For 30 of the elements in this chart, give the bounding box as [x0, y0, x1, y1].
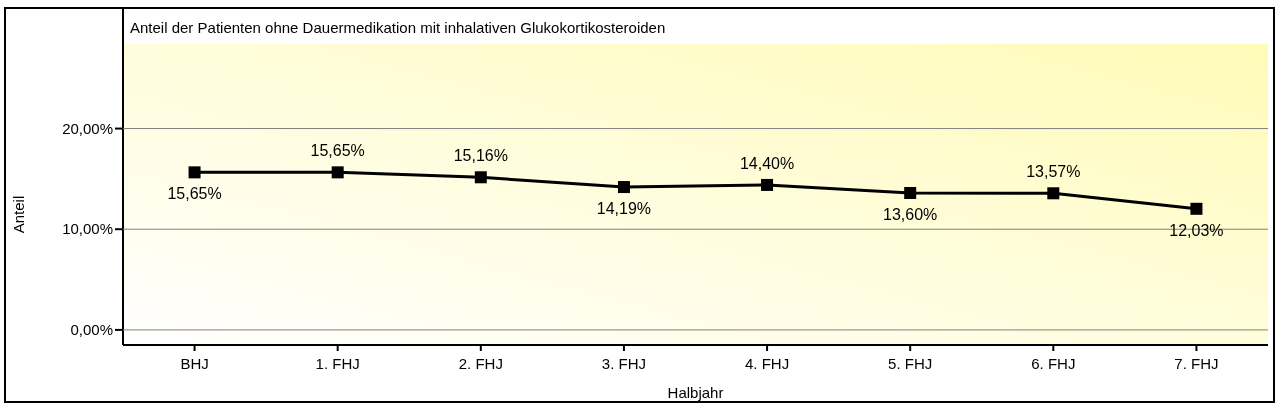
chart-title: Anteil der Patienten ohne Dauermedikation mit inhalativen Glukokortikosteroiden — [130, 19, 666, 36]
point — [1047, 187, 1060, 200]
data-label: 12,03% — [1169, 221, 1224, 239]
x-axis-title: Halbjahr — [667, 384, 724, 401]
data-label: 15,16% — [453, 147, 508, 165]
x-tick-label: 4. FHJ — [744, 355, 790, 372]
data-label: 14,40% — [739, 154, 795, 172]
y-tick-label: 20,00% — [62, 119, 113, 137]
y-tick-label: 0,00% — [70, 320, 113, 338]
y-axis-title: Anteil — [10, 195, 27, 234]
point — [188, 166, 201, 179]
x-tick-label: 7. FHJ — [1174, 355, 1219, 372]
point — [617, 181, 630, 194]
data-label: 13,60% — [883, 205, 938, 223]
point — [474, 171, 487, 184]
point — [1190, 202, 1203, 215]
x-tick-label: 5. FHJ — [888, 355, 933, 372]
data-label: 15,65% — [310, 142, 365, 160]
data-label: 15,65% — [167, 185, 222, 203]
data-label: 13,57% — [1026, 163, 1081, 181]
data-label: 14,19% — [596, 200, 652, 218]
x-tick-label: 3. FHJ — [601, 355, 647, 372]
x-tick-label: 1. FHJ — [315, 355, 360, 372]
x-tick-label: 6. FHJ — [1031, 355, 1076, 372]
point — [761, 178, 774, 191]
point — [904, 186, 917, 199]
x-tick-label: BHJ — [180, 355, 209, 372]
point — [331, 166, 344, 179]
x-tick-label: 2. FHJ — [458, 355, 503, 372]
y-tick-label: 10,00% — [62, 220, 113, 238]
